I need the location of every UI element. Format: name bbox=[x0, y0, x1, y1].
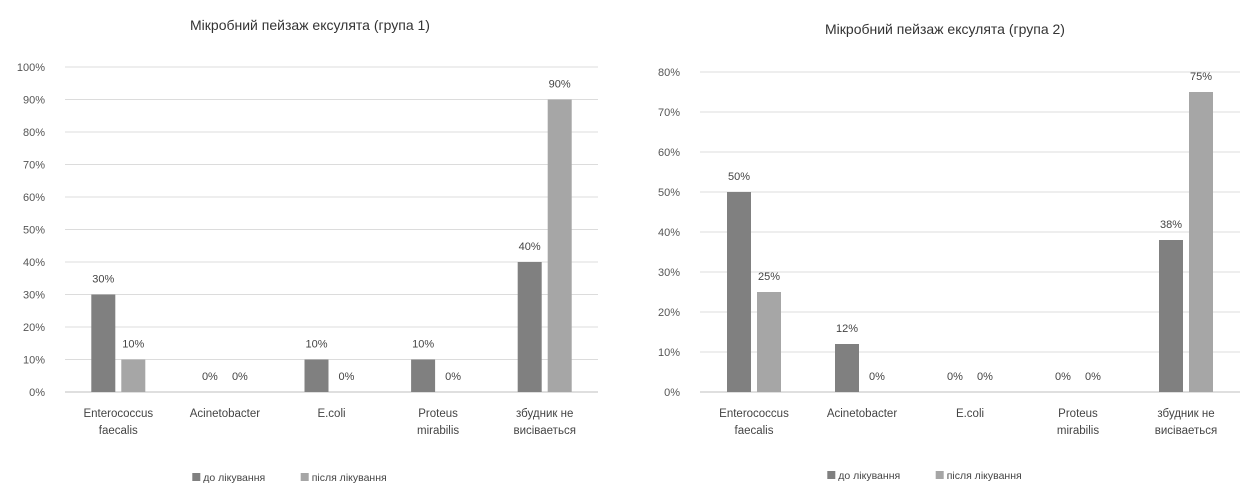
y-tick-label: 70% bbox=[23, 160, 45, 172]
category-label: Enterococcus bbox=[719, 408, 789, 420]
data-label: 0% bbox=[445, 371, 461, 383]
y-tick-label: 30% bbox=[23, 290, 45, 302]
chart-group-2: Мікробний пейзаж ексулята (група 2) 0% 10%… bbox=[640, 0, 1250, 490]
bar-before bbox=[517, 262, 542, 392]
y-tick-label: 90% bbox=[23, 95, 45, 107]
y-tick-label: 10% bbox=[23, 355, 45, 367]
category-label: висіваеться bbox=[1155, 425, 1217, 437]
bar-after bbox=[1189, 92, 1213, 392]
legend: до лікування після лікування bbox=[192, 472, 387, 484]
category-label: E.coli bbox=[956, 408, 984, 420]
data-label: 0% bbox=[1085, 371, 1101, 383]
bar-after bbox=[121, 359, 146, 392]
data-label: 25% bbox=[758, 271, 780, 283]
category-label: Acinetobacter bbox=[827, 408, 897, 420]
y-tick-label: 20% bbox=[658, 307, 680, 319]
y-tick-label: 10% bbox=[658, 347, 680, 359]
legend-label: до лікування bbox=[838, 470, 900, 482]
bar-before bbox=[727, 192, 751, 392]
y-tick-label: 30% bbox=[658, 267, 680, 279]
category-label: mirabilis bbox=[1057, 425, 1099, 437]
legend-label: після лікування bbox=[312, 472, 387, 484]
data-label: 10% bbox=[305, 339, 327, 351]
data-label: 10% bbox=[122, 339, 144, 351]
chart-group-2-svg: Мікробний пейзаж ексулята (група 2) 0% 10%… bbox=[658, 21, 1240, 482]
category-label: faecalis bbox=[735, 425, 774, 437]
chart-title: Мікробний пейзаж ексулята (група 2) bbox=[825, 21, 1065, 37]
data-label: 30% bbox=[92, 274, 114, 286]
data-label: 38% bbox=[1160, 219, 1182, 231]
chart-group-1: Мікробний пейзаж ексулята (група 1) 0% 10%… bbox=[0, 0, 620, 490]
data-label: 12% bbox=[836, 323, 858, 335]
y-tick-label: 80% bbox=[658, 67, 680, 79]
bar-before bbox=[835, 344, 859, 392]
category-label: збудник не bbox=[516, 408, 573, 420]
bar-before bbox=[91, 294, 116, 392]
bar-after bbox=[757, 292, 781, 392]
data-label: 40% bbox=[519, 241, 541, 253]
category-label: Enterococcus bbox=[83, 408, 153, 420]
category-label: Proteus bbox=[1058, 408, 1098, 420]
y-tick-label: 0% bbox=[29, 387, 45, 399]
y-tick-label: 0% bbox=[664, 387, 680, 399]
legend-label: після лікування bbox=[947, 470, 1022, 482]
legend-swatch bbox=[192, 473, 201, 481]
bar-before bbox=[1159, 240, 1183, 392]
legend-label: до лікування bbox=[203, 472, 265, 484]
data-label: 90% bbox=[549, 79, 571, 91]
data-label: 0% bbox=[947, 371, 963, 383]
bar-before bbox=[411, 359, 436, 392]
y-tick-label: 60% bbox=[23, 192, 45, 204]
chart-group-1-svg: Мікробний пейзаж ексулята (група 1) 0% 10%… bbox=[17, 17, 598, 484]
data-label: 0% bbox=[1055, 371, 1071, 383]
y-tick-label: 40% bbox=[658, 227, 680, 239]
data-label: 75% bbox=[1190, 71, 1212, 83]
category-label: збудник не bbox=[1157, 408, 1214, 420]
category-label: faecalis bbox=[99, 425, 138, 437]
category-label: висіваеться bbox=[513, 425, 575, 437]
legend: до лікування після лікування bbox=[827, 470, 1022, 482]
data-label: 50% bbox=[728, 171, 750, 183]
data-label: 10% bbox=[412, 339, 434, 351]
category-label: Proteus bbox=[418, 408, 458, 420]
data-label: 0% bbox=[977, 371, 993, 383]
category-label: E.coli bbox=[317, 408, 345, 420]
y-tick-label: 20% bbox=[23, 322, 45, 334]
chart-title: Мікробний пейзаж ексулята (група 1) bbox=[190, 17, 430, 33]
legend-swatch bbox=[935, 471, 944, 479]
category-label: mirabilis bbox=[417, 425, 459, 437]
y-tick-label: 50% bbox=[23, 225, 45, 237]
bar-after bbox=[547, 99, 572, 392]
y-tick-label: 80% bbox=[23, 127, 45, 139]
y-tick-label: 40% bbox=[23, 257, 45, 269]
data-label: 0% bbox=[232, 371, 248, 383]
data-label: 0% bbox=[202, 371, 218, 383]
data-label: 0% bbox=[339, 371, 355, 383]
category-label: Acinetobacter bbox=[190, 408, 260, 420]
y-tick-label: 70% bbox=[658, 107, 680, 119]
legend-swatch bbox=[300, 473, 309, 481]
bar-before bbox=[304, 359, 329, 392]
legend-swatch bbox=[827, 471, 836, 479]
y-tick-label: 60% bbox=[658, 147, 680, 159]
y-tick-label: 50% bbox=[658, 187, 680, 199]
y-tick-label: 100% bbox=[17, 62, 45, 74]
data-label: 0% bbox=[869, 371, 885, 383]
